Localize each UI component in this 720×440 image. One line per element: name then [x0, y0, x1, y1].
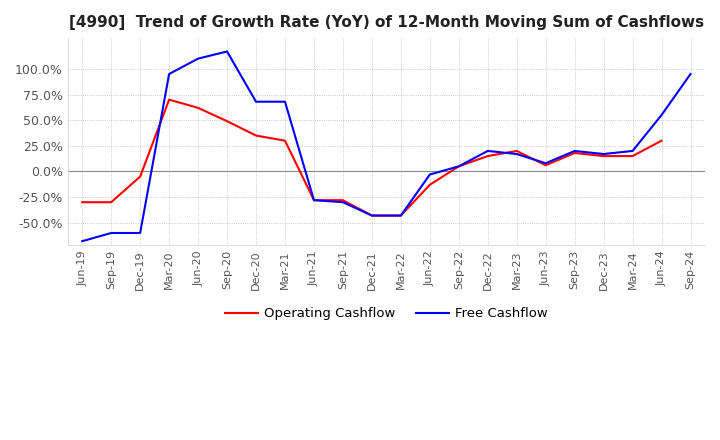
Free Cashflow — [368, 213, 377, 218]
Operating Cashflow — [657, 138, 666, 143]
Free Cashflow — [107, 231, 115, 236]
Free Cashflow — [252, 99, 261, 104]
Operating Cashflow — [599, 154, 608, 159]
Free Cashflow — [165, 71, 174, 77]
Free Cashflow — [426, 172, 434, 177]
Operating Cashflow — [426, 182, 434, 187]
Legend: Operating Cashflow, Free Cashflow: Operating Cashflow, Free Cashflow — [220, 302, 553, 326]
Free Cashflow — [541, 161, 550, 166]
Operating Cashflow — [222, 118, 231, 124]
Free Cashflow — [454, 164, 463, 169]
Free Cashflow — [281, 99, 289, 104]
Operating Cashflow — [570, 150, 579, 156]
Free Cashflow — [483, 148, 492, 154]
Operating Cashflow — [281, 138, 289, 143]
Operating Cashflow — [78, 200, 86, 205]
Operating Cashflow — [454, 164, 463, 169]
Free Cashflow — [78, 238, 86, 244]
Line: Free Cashflow: Free Cashflow — [82, 51, 690, 241]
Free Cashflow — [194, 56, 202, 61]
Operating Cashflow — [368, 213, 377, 218]
Operating Cashflow — [338, 198, 347, 203]
Free Cashflow — [513, 151, 521, 157]
Operating Cashflow — [252, 133, 261, 138]
Operating Cashflow — [513, 148, 521, 154]
Free Cashflow — [222, 49, 231, 54]
Operating Cashflow — [194, 105, 202, 110]
Free Cashflow — [570, 148, 579, 154]
Free Cashflow — [629, 148, 637, 154]
Operating Cashflow — [107, 200, 115, 205]
Line: Operating Cashflow: Operating Cashflow — [82, 99, 662, 216]
Operating Cashflow — [483, 154, 492, 159]
Operating Cashflow — [541, 163, 550, 168]
Operating Cashflow — [310, 198, 318, 203]
Operating Cashflow — [136, 174, 145, 179]
Operating Cashflow — [397, 213, 405, 218]
Operating Cashflow — [629, 154, 637, 159]
Title: [4990]  Trend of Growth Rate (YoY) of 12-Month Moving Sum of Cashflows: [4990] Trend of Growth Rate (YoY) of 12-… — [69, 15, 704, 30]
Free Cashflow — [686, 71, 695, 77]
Free Cashflow — [599, 151, 608, 157]
Operating Cashflow — [165, 97, 174, 102]
Free Cashflow — [136, 231, 145, 236]
Free Cashflow — [338, 200, 347, 205]
Free Cashflow — [310, 198, 318, 203]
Free Cashflow — [657, 112, 666, 117]
Free Cashflow — [397, 213, 405, 218]
